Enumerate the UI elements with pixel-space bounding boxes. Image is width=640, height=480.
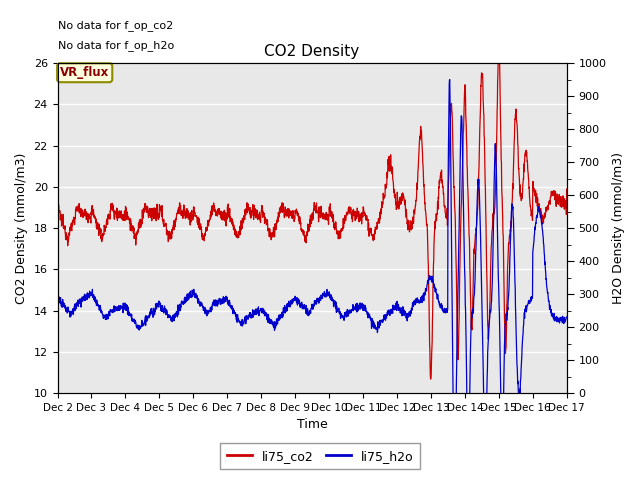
Y-axis label: H2O Density (mmol/m3): H2O Density (mmol/m3) <box>612 152 625 304</box>
Y-axis label: CO2 Density (mmol/m3): CO2 Density (mmol/m3) <box>15 152 28 304</box>
Title: CO2 Density: CO2 Density <box>264 44 360 59</box>
Text: No data for f_op_co2: No data for f_op_co2 <box>58 20 173 31</box>
Text: VR_flux: VR_flux <box>60 66 109 79</box>
Text: No data for f_op_h2o: No data for f_op_h2o <box>58 40 174 51</box>
Legend: li75_co2, li75_h2o: li75_co2, li75_h2o <box>220 444 420 469</box>
X-axis label: Time: Time <box>297 419 328 432</box>
